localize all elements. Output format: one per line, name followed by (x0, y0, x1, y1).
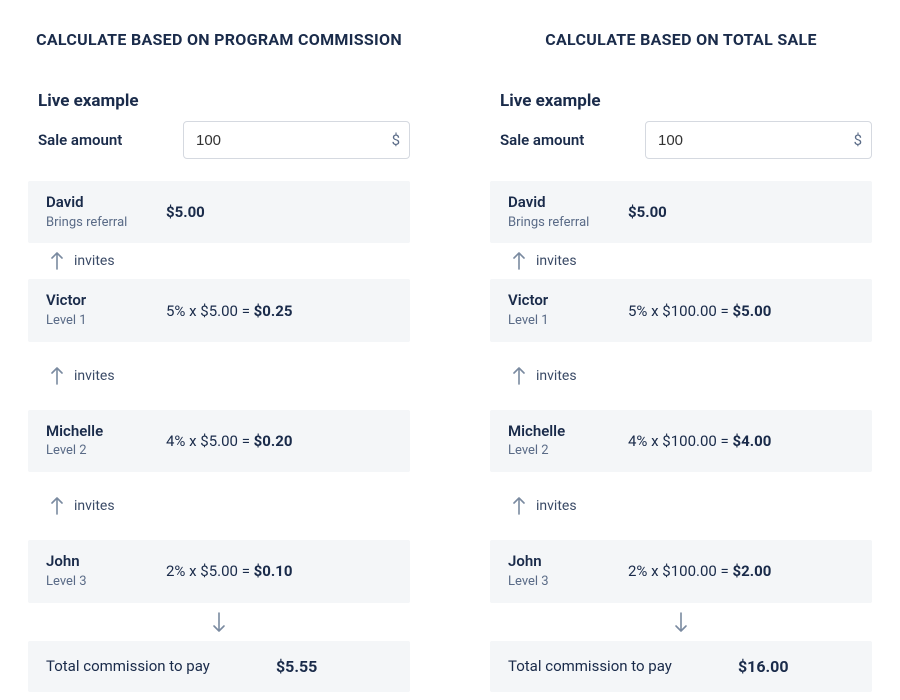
invites-label: invites (536, 498, 577, 514)
sale-input-wrap: $ (183, 121, 410, 159)
total-row: Total commission to pay $5.55 (28, 641, 410, 692)
tier-sub: Brings referral (508, 215, 628, 232)
tier-amount: $5.00 (628, 203, 667, 221)
total-amount: $5.55 (276, 657, 317, 676)
arrow-up-icon (50, 496, 64, 516)
arrow-up-icon (50, 366, 64, 386)
sale-input-wrap: $ (645, 121, 872, 159)
tier-victor: Victor Level 1 5% x $5.00 = $0.25 (28, 279, 410, 341)
tier-sub: Level 2 (46, 443, 166, 460)
total-label: Total commission to pay (46, 657, 276, 675)
total-label: Total commission to pay (508, 657, 738, 675)
tier-john: John Level 3 2% x $100.00 = $2.00 (490, 540, 872, 602)
tier-name: John (508, 552, 628, 572)
invites-label: invites (74, 253, 115, 269)
tier-sub: Level 1 (46, 313, 166, 330)
tier-michelle: Michelle Level 2 4% x $5.00 = $0.20 (28, 410, 410, 472)
invites-row: invites (28, 243, 410, 279)
tier-formula: 2% x $5.00 = (166, 562, 250, 580)
tier-amount: $0.25 (254, 302, 293, 320)
tier-amount: $0.20 (254, 432, 293, 450)
heading-right: CALCULATE BASED ON TOTAL SALE (490, 30, 872, 49)
tier-sub: Level 3 (508, 574, 628, 591)
arrow-up-icon (512, 496, 526, 516)
invites-label: invites (74, 368, 115, 384)
arrow-down-icon (490, 603, 872, 641)
total-row: Total commission to pay $16.00 (490, 641, 872, 692)
tier-victor: Victor Level 1 5% x $100.00 = $5.00 (490, 279, 872, 341)
tier-name: Michelle (508, 422, 628, 442)
invites-label: invites (536, 368, 577, 384)
sale-row: Sale amount $ (38, 121, 410, 159)
live-example-label: Live example (500, 91, 872, 111)
invites-row: invites (28, 472, 410, 540)
arrow-up-icon (512, 251, 526, 271)
sale-amount-label: Sale amount (38, 131, 183, 149)
tier-name: Michelle (46, 422, 166, 442)
sale-row: Sale amount $ (500, 121, 872, 159)
total-amount: $16.00 (738, 657, 789, 676)
sale-amount-input[interactable] (183, 121, 410, 159)
arrow-down-icon (28, 603, 410, 641)
panel-total-sale: CALCULATE BASED ON TOTAL SALE Live examp… (490, 30, 872, 692)
invites-row: invites (490, 243, 872, 279)
tier-sub: Level 2 (508, 443, 628, 460)
sale-amount-label: Sale amount (500, 131, 645, 149)
arrow-up-icon (512, 366, 526, 386)
tier-sub: Level 1 (508, 313, 628, 330)
tier-formula: 5% x $100.00 = (628, 302, 729, 320)
heading-left: CALCULATE BASED ON PROGRAM COMMISSION (28, 30, 410, 49)
tier-john: John Level 3 2% x $5.00 = $0.10 (28, 540, 410, 602)
live-example-label: Live example (38, 91, 410, 111)
tier-sub: Brings referral (46, 215, 166, 232)
tier-amount: $5.00 (733, 302, 772, 320)
tier-amount: $4.00 (733, 432, 772, 450)
invites-row: invites (28, 342, 410, 410)
tier-david: David Brings referral $5.00 (490, 181, 872, 243)
invites-label: invites (74, 498, 115, 514)
tier-formula: 5% x $5.00 = (166, 302, 250, 320)
tier-sub: Level 3 (46, 574, 166, 591)
arrow-up-icon (50, 251, 64, 271)
sale-amount-input[interactable] (645, 121, 872, 159)
tier-david: David Brings referral $5.00 (28, 181, 410, 243)
tier-name: David (508, 193, 628, 213)
tier-formula: 4% x $100.00 = (628, 432, 729, 450)
invites-row: invites (490, 342, 872, 410)
tier-michelle: Michelle Level 2 4% x $100.00 = $4.00 (490, 410, 872, 472)
invites-row: invites (490, 472, 872, 540)
tier-name: Victor (508, 291, 628, 311)
currency-symbol: $ (854, 131, 862, 149)
tier-amount: $2.00 (733, 562, 772, 580)
invites-label: invites (536, 253, 577, 269)
panel-program-commission: CALCULATE BASED ON PROGRAM COMMISSION Li… (28, 30, 410, 692)
currency-symbol: $ (392, 131, 400, 149)
tier-formula: 2% x $100.00 = (628, 562, 729, 580)
tier-amount: $5.00 (166, 203, 205, 221)
tier-formula: 4% x $5.00 = (166, 432, 250, 450)
tier-name: Victor (46, 291, 166, 311)
tier-amount: $0.10 (254, 562, 293, 580)
tier-name: David (46, 193, 166, 213)
tier-name: John (46, 552, 166, 572)
